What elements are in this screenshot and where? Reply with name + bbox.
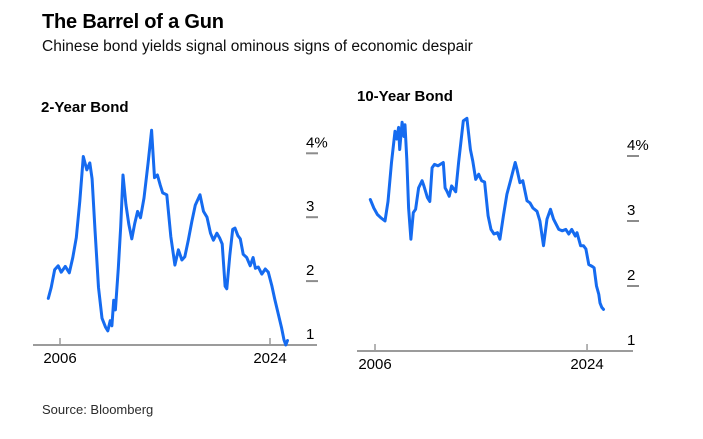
y-axis-label: 1 — [627, 332, 635, 349]
y-axis-label: 4% — [306, 134, 328, 151]
figure-title: The Barrel of a Gun — [42, 11, 224, 33]
chart-title-2-year-bond: 2-Year Bond — [41, 99, 129, 116]
source-note: Source: Bloomberg — [42, 402, 154, 417]
chart-title-10-year-bond: 10-Year Bond — [357, 88, 453, 105]
y-axis-label: 4% — [627, 137, 649, 154]
x-axis-label: 2024 — [570, 356, 603, 373]
yield-line — [368, 116, 605, 311]
yield-line — [46, 128, 289, 347]
x-axis-label: 2006 — [358, 356, 391, 373]
figure-subtitle: Chinese bond yields signal ominous signs… — [42, 38, 473, 55]
y-axis-label: 1 — [306, 326, 314, 343]
x-axis-label: 2006 — [43, 350, 76, 367]
y-axis-label: 2 — [306, 262, 314, 279]
y-axis-label: 2 — [627, 267, 635, 284]
y-axis-label: 3 — [627, 202, 635, 219]
chart-10-year-bond: 2006 2024 4% 3 2 1 — [357, 116, 649, 373]
y-axis-label: 3 — [306, 198, 314, 215]
chart-2-year-bond: 2006 2024 4% 3 2 1 — [33, 128, 328, 367]
x-axis-label: 2024 — [253, 350, 286, 367]
